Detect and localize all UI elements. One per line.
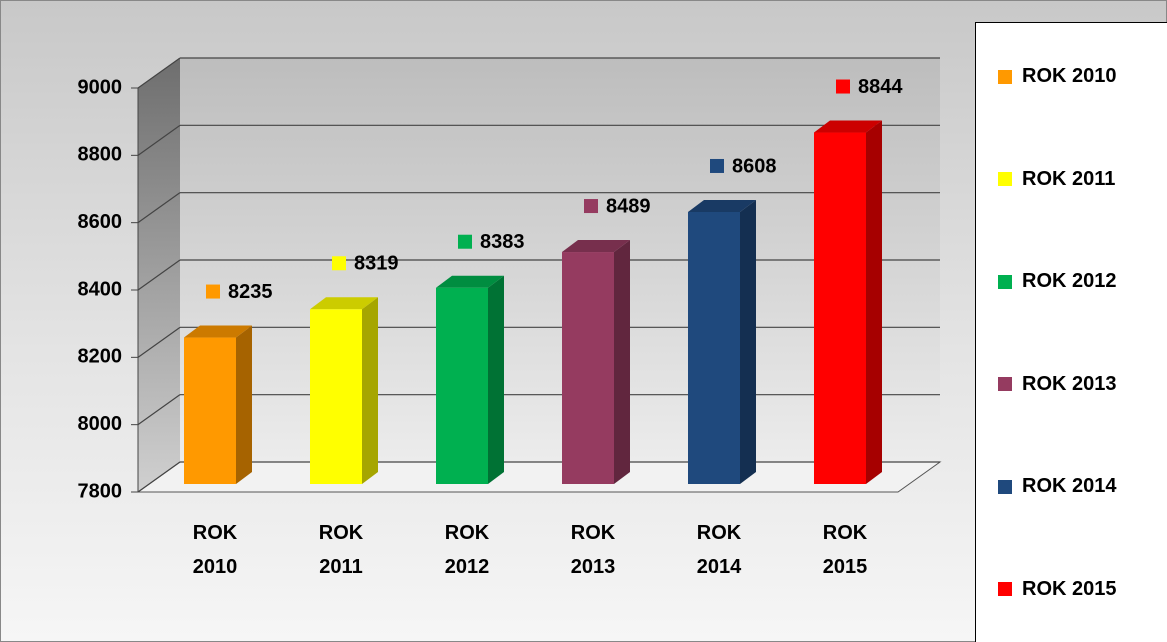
bar bbox=[562, 252, 614, 484]
bar-top bbox=[436, 275, 504, 288]
grid-line-side bbox=[137, 259, 181, 291]
legend-entry: ROK 2014 bbox=[998, 475, 1117, 498]
bar-top bbox=[562, 240, 630, 253]
grid-line-side bbox=[137, 124, 181, 156]
bar-side bbox=[866, 120, 882, 485]
y-tick-label: 8000 bbox=[78, 413, 123, 435]
y-tick-label: 9000 bbox=[78, 76, 123, 98]
bar-top bbox=[184, 325, 252, 338]
grid-line-side bbox=[137, 192, 181, 224]
legend-label: ROK 2014 bbox=[1022, 475, 1117, 497]
bar-side bbox=[362, 297, 378, 484]
value-label-marker bbox=[206, 284, 220, 299]
bar-side bbox=[614, 240, 630, 484]
bar bbox=[688, 211, 740, 484]
value-label: 8608 bbox=[732, 155, 777, 177]
legend-entry: ROK 2011 bbox=[998, 168, 1115, 191]
legend-label: ROK 2012 bbox=[1022, 270, 1117, 292]
legend-swatch bbox=[998, 377, 1012, 391]
y-tick-label: 8400 bbox=[78, 278, 123, 300]
x-tick-label: ROK 2013 bbox=[570, 522, 616, 578]
legend-entry: ROK 2015 bbox=[998, 578, 1117, 601]
value-label: 8383 bbox=[480, 231, 525, 253]
y-tick-label: 7800 bbox=[78, 480, 123, 502]
value-label-marker bbox=[458, 234, 472, 249]
legend-swatch bbox=[998, 172, 1012, 186]
legend-label: ROK 2015 bbox=[1022, 577, 1117, 600]
x-tick-label: ROK 2015 bbox=[822, 522, 868, 578]
value-label: 8844 bbox=[858, 76, 903, 98]
legend-label: ROK 2013 bbox=[1022, 372, 1117, 395]
legend-entry: ROK 2012 bbox=[998, 270, 1117, 293]
bar-side bbox=[488, 275, 504, 484]
value-label-marker bbox=[332, 256, 346, 271]
y-tick-label: 8800 bbox=[78, 144, 123, 166]
value-label-marker bbox=[836, 79, 850, 94]
value-label-marker bbox=[710, 158, 724, 173]
value-label: 8319 bbox=[354, 253, 399, 275]
bar bbox=[310, 309, 362, 484]
bar-top bbox=[688, 199, 756, 212]
y-tick-label: 8200 bbox=[78, 346, 123, 368]
y-tick-label: 8600 bbox=[78, 211, 123, 233]
legend-swatch bbox=[998, 479, 1012, 494]
bar bbox=[436, 287, 488, 484]
bar bbox=[184, 337, 236, 484]
legend-label: ROK 2011 bbox=[1022, 167, 1116, 190]
grid-line-side bbox=[137, 326, 181, 358]
legend: ROK 2010 ROK 2011 ROK 2012 ROK 2013 ROK 2014… bbox=[975, 22, 1167, 642]
legend-swatch bbox=[998, 582, 1012, 596]
legend-entry: ROK 2010 bbox=[998, 65, 1117, 88]
x-tick-label: ROK 2011 bbox=[318, 522, 364, 578]
grid-line-side bbox=[137, 394, 181, 426]
legend-swatch bbox=[998, 274, 1012, 289]
bar-top bbox=[814, 120, 882, 133]
value-label-marker bbox=[584, 199, 598, 214]
x-tick-label: ROK 2012 bbox=[444, 522, 490, 578]
legend-entry: ROK 2013 bbox=[998, 373, 1117, 396]
grid-line-side bbox=[137, 57, 181, 89]
x-tick-label: ROK 2014 bbox=[696, 522, 742, 578]
bar bbox=[814, 132, 866, 484]
legend-label: ROK 2010 bbox=[1022, 65, 1117, 87]
bar-top bbox=[310, 297, 378, 310]
value-label: 8235 bbox=[228, 281, 273, 303]
bar-side bbox=[236, 325, 252, 484]
grid-line-side bbox=[137, 461, 181, 493]
value-label: 8489 bbox=[606, 195, 651, 217]
x-tick-label: ROK 2010 bbox=[192, 522, 238, 578]
legend-swatch bbox=[998, 69, 1012, 84]
bar-side bbox=[740, 199, 756, 484]
